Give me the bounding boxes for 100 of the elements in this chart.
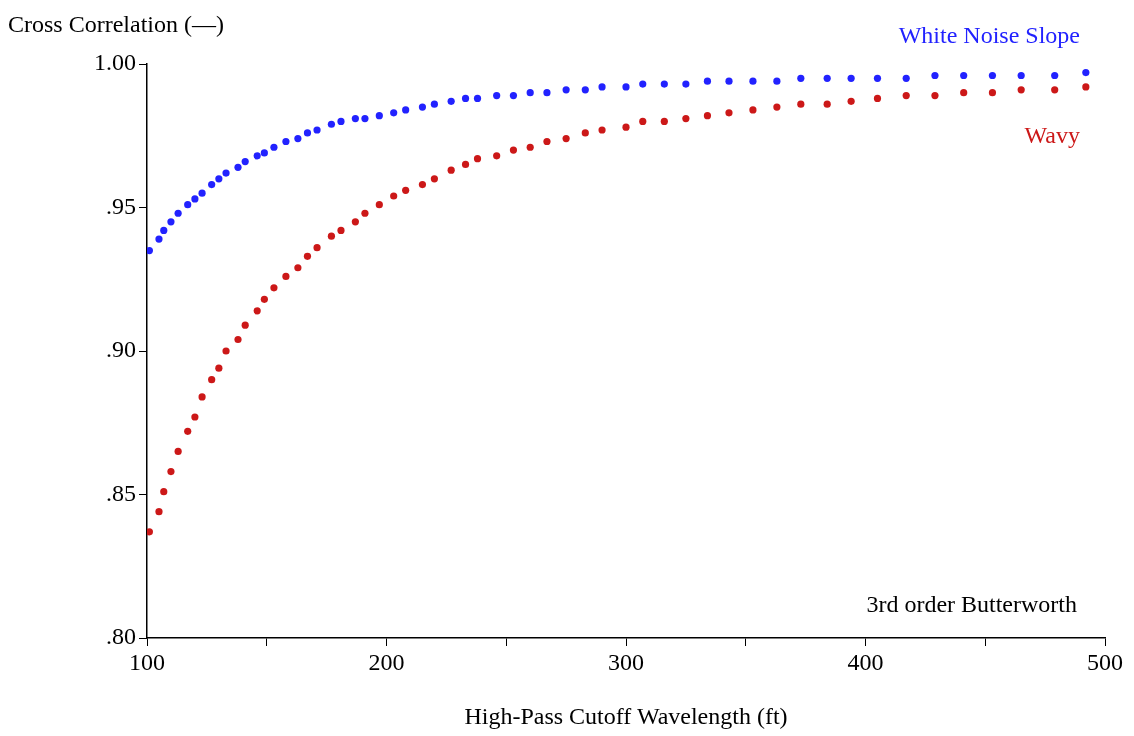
- point: [351, 114, 359, 123]
- point: [598, 126, 606, 134]
- point: [493, 91, 501, 100]
- point: [598, 83, 606, 91]
- point: [749, 77, 757, 85]
- point: [234, 335, 242, 344]
- point: [581, 129, 589, 137]
- point: [1051, 71, 1059, 80]
- point: [1017, 86, 1025, 94]
- point: [581, 86, 589, 94]
- point: [253, 307, 261, 315]
- point: [823, 74, 831, 82]
- point: [543, 137, 551, 146]
- point: [160, 226, 168, 235]
- point: [988, 71, 997, 80]
- point: [461, 94, 470, 103]
- point: [749, 106, 757, 114]
- point: [418, 180, 427, 189]
- point: [337, 117, 345, 125]
- point: [390, 192, 398, 200]
- point: [797, 100, 805, 108]
- point: [215, 364, 223, 372]
- point: [184, 427, 192, 435]
- series-label: Wavy: [1024, 121, 1080, 148]
- point: [509, 146, 518, 154]
- point: [402, 106, 410, 114]
- point: [703, 77, 712, 85]
- point: [682, 114, 690, 123]
- point: [543, 89, 551, 97]
- point: [184, 201, 192, 209]
- point: [215, 175, 223, 183]
- point: [622, 123, 630, 131]
- point: [873, 74, 882, 82]
- point: [430, 175, 438, 183]
- y-tick-label: .95: [106, 192, 136, 219]
- point: [526, 89, 534, 97]
- point: [773, 77, 781, 85]
- point: [147, 528, 153, 536]
- point: [660, 80, 668, 88]
- point: [260, 149, 268, 157]
- point: [402, 186, 410, 194]
- point: [191, 413, 199, 421]
- point: [282, 137, 290, 146]
- point: [988, 89, 997, 97]
- point: [303, 252, 312, 260]
- point: [509, 91, 518, 100]
- point: [931, 91, 939, 100]
- point: [725, 77, 733, 85]
- point: [191, 195, 199, 203]
- point: [418, 103, 427, 111]
- point: [174, 209, 182, 217]
- y-tick-label: .90: [106, 336, 136, 363]
- point: [902, 74, 910, 82]
- point: [1082, 69, 1090, 77]
- point: [241, 321, 249, 329]
- x-tick-label: 200: [368, 648, 405, 675]
- point: [337, 226, 345, 235]
- point: [160, 488, 168, 496]
- point: [725, 109, 733, 117]
- point: [931, 71, 939, 80]
- point: [198, 189, 206, 197]
- point: [375, 201, 383, 209]
- point: [430, 100, 438, 108]
- point: [327, 120, 336, 128]
- point: [313, 244, 321, 252]
- point: [703, 112, 712, 120]
- point: [1017, 71, 1025, 80]
- point: [447, 97, 455, 105]
- point: [174, 447, 182, 456]
- y-tick-label: 1.00: [94, 49, 136, 76]
- point: [823, 100, 831, 108]
- point: [208, 180, 216, 189]
- x-tick-label: 400: [847, 648, 884, 675]
- point: [313, 126, 321, 134]
- y-tick-label: .80: [106, 623, 136, 650]
- point: [960, 71, 968, 80]
- point: [473, 94, 482, 103]
- point: [167, 218, 175, 226]
- point: [473, 155, 482, 163]
- point: [639, 80, 647, 88]
- point: [361, 209, 369, 217]
- point: [390, 109, 398, 117]
- point: [493, 152, 501, 160]
- point: [167, 467, 175, 476]
- y-axis-title: Cross Correlation (—): [8, 11, 224, 37]
- point: [270, 143, 278, 151]
- point: [562, 135, 570, 143]
- point: [461, 160, 470, 169]
- point: [639, 117, 647, 125]
- point: [294, 135, 302, 143]
- point: [253, 152, 261, 160]
- point: [155, 235, 163, 243]
- series-label: White Noise Slope: [898, 21, 1080, 48]
- point: [222, 347, 230, 355]
- point: [773, 103, 781, 111]
- point: [260, 295, 268, 303]
- point: [208, 376, 216, 384]
- point: [902, 91, 910, 100]
- point: [797, 74, 805, 82]
- x-axis-title: High-Pass Cutoff Wavelength (ft): [464, 702, 788, 729]
